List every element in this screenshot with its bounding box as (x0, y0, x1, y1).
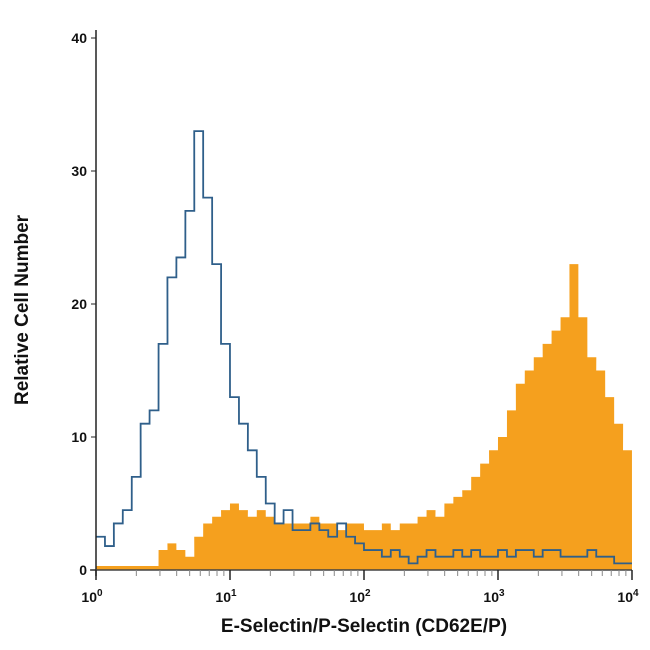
y-tick-label: 40 (71, 30, 87, 46)
stained-histogram (96, 264, 632, 570)
x-axis-label: E-Selectin/P-Selectin (CD62E/P) (221, 616, 507, 637)
x-tick-base: 10 (81, 589, 97, 605)
x-tick-base: 10 (215, 589, 231, 605)
y-tick-label: 10 (71, 429, 87, 445)
y-tick-label: 0 (79, 562, 87, 578)
x-tick-label: 103 (483, 588, 505, 605)
x-tick-exponent: 0 (97, 588, 103, 599)
x-tick-base: 10 (349, 589, 365, 605)
x-tick-label: 104 (617, 588, 639, 605)
x-tick-exponent: 2 (365, 588, 371, 599)
x-tick-label: 101 (215, 588, 237, 605)
y-axis-label: Relative Cell Number (12, 214, 33, 405)
y-tick-label: 30 (71, 163, 87, 179)
plot-area (96, 130, 632, 570)
x-tick-label: 102 (349, 588, 371, 605)
x-tick-label: 100 (81, 588, 103, 605)
x-tick-exponent: 1 (231, 588, 237, 599)
y-tick-label: 20 (71, 296, 87, 312)
x-tick-exponent: 3 (499, 588, 505, 599)
x-tick-base: 10 (483, 589, 499, 605)
isotype-histogram (96, 130, 632, 565)
x-tick-base: 10 (617, 589, 633, 605)
x-tick-exponent: 4 (633, 588, 639, 599)
